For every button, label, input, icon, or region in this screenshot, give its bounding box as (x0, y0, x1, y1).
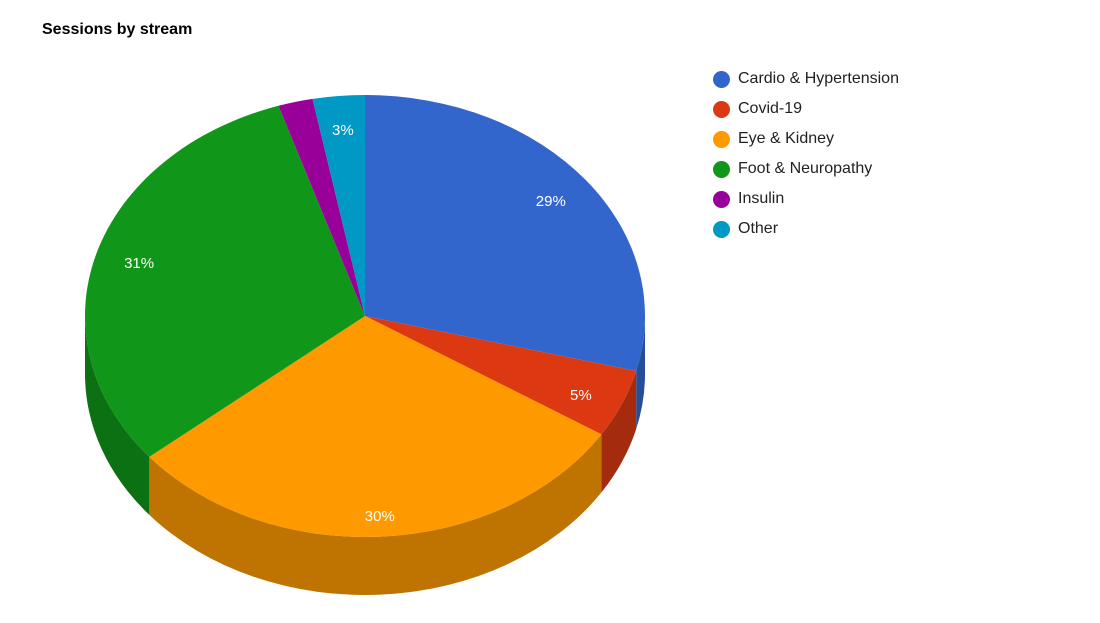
legend-swatch-icon (713, 220, 730, 238)
legend-item-eye-kidney: Eye & Kidney (713, 124, 899, 154)
pie-slice-label-eye-kidney: 30% (365, 508, 395, 525)
legend-label: Cardio & Hypertension (738, 70, 899, 87)
legend-item-insulin: Insulin (713, 184, 899, 214)
legend-swatch-icon (713, 70, 730, 88)
pie-slice-covid-19[interactable] (365, 316, 637, 435)
legend-label: Covid-19 (738, 100, 803, 117)
pie-slice-label-cardio-hypertension: 29% (536, 193, 566, 210)
legend-item-covid-19: Covid-19 (713, 94, 899, 124)
legend-label: Eye & Kidney (738, 130, 835, 147)
legend-label: Other (738, 220, 779, 237)
legend-label: Foot & Neuropathy (738, 160, 873, 177)
legend-item-foot-neuropathy: Foot & Neuropathy (713, 154, 899, 184)
chart-title: Sessions by stream (42, 21, 193, 38)
legend-label: Insulin (738, 190, 785, 207)
pie-slice-side-covid-19 (601, 371, 637, 493)
pie-slice-label-foot-neuropathy: 31% (124, 255, 154, 272)
pie-slice-other[interactable] (312, 94, 366, 317)
legend: Cardio & Hypertension Covid-19 Eye & Kidne… (713, 64, 899, 244)
pie-slice-side-foot-neuropathy (85, 316, 150, 515)
legend-swatch-icon (713, 100, 730, 118)
legend-swatch-icon (713, 130, 730, 148)
legend-item-other: Other (713, 214, 899, 244)
pie-slice-eye-kidney[interactable] (149, 316, 602, 537)
pie-slice-label-covid-19: 5% (570, 387, 592, 404)
legend-item-cardio-hypertension: Cardio & Hypertension (713, 64, 899, 94)
pie-slice-label-other: 3% (332, 122, 354, 139)
pie-slice-side-eye-kidney (149, 434, 602, 595)
pie-slice-cardio-hypertension[interactable] (365, 95, 646, 371)
pie-slice-foot-neuropathy[interactable] (85, 105, 365, 457)
pie-slice-side-cardio-hypertension (636, 316, 645, 429)
legend-swatch-icon (713, 160, 730, 178)
legend-swatch-icon (713, 190, 730, 208)
pie-slice-insulin[interactable] (278, 98, 366, 317)
